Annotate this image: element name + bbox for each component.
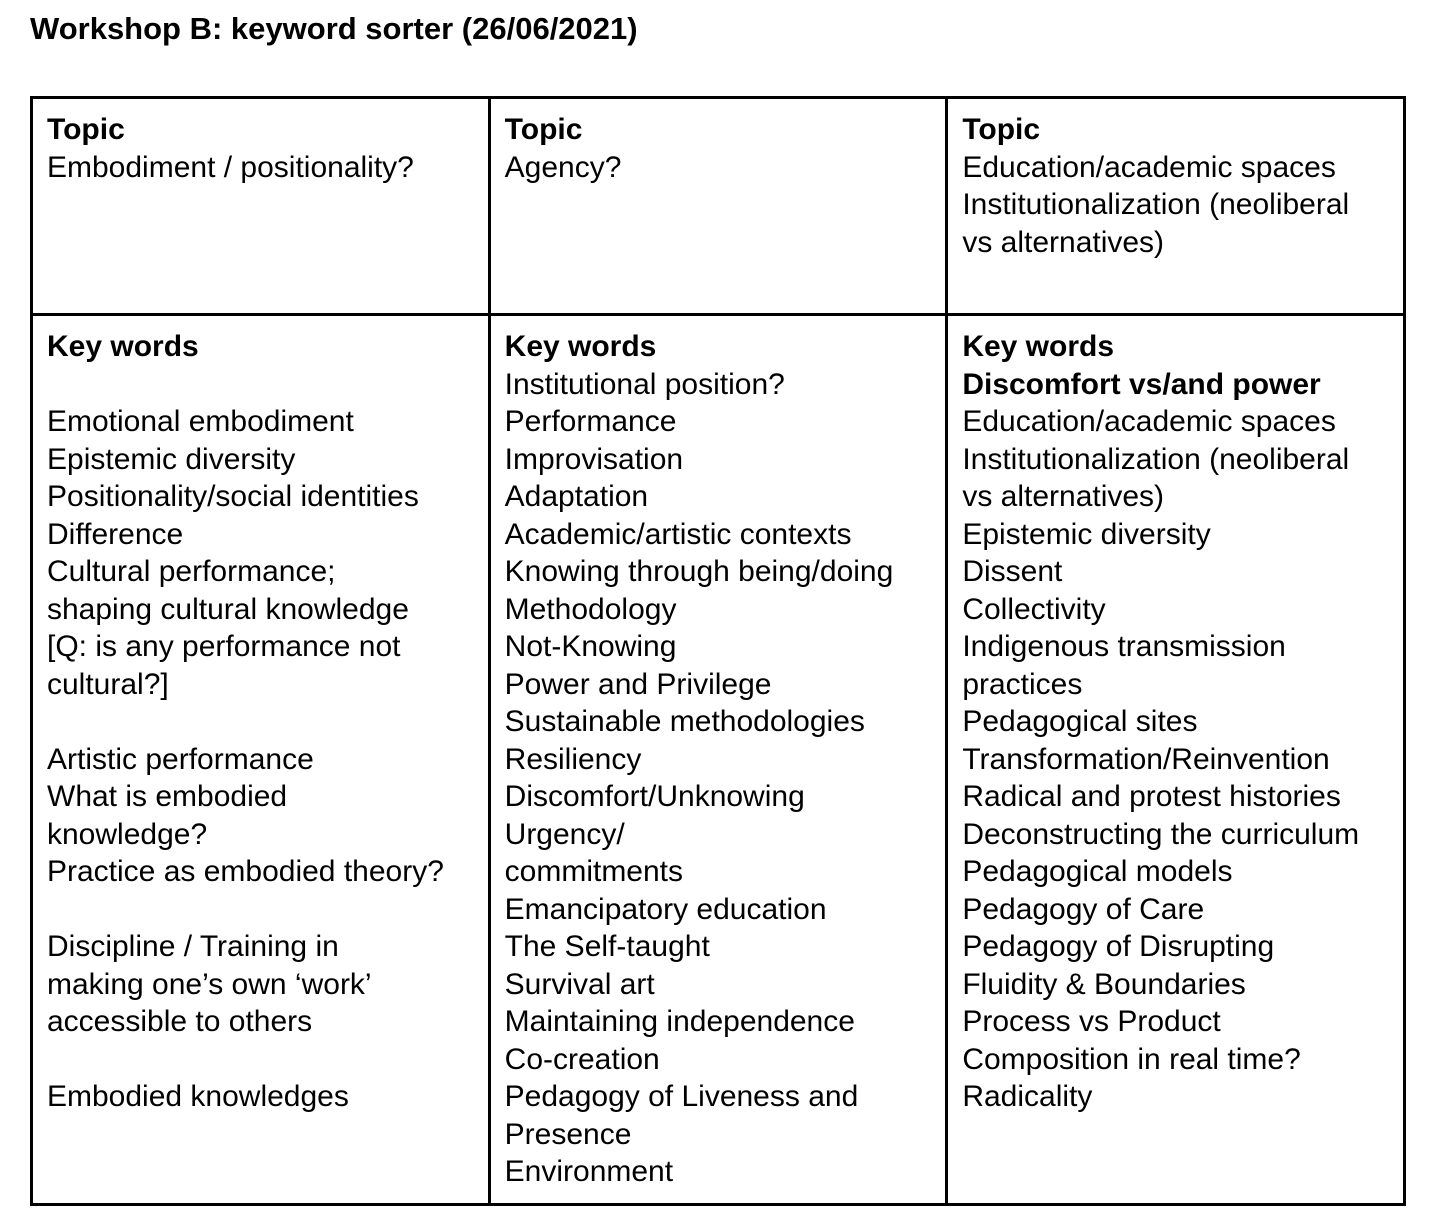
keywords-row: Key words Emotional embodiment Epistemic… — [30, 313, 1406, 1206]
topic-cell-education: Topic Education/academic spaces Institut… — [945, 96, 1406, 316]
keywords-label: Key words — [504, 330, 657, 363]
topic-text: Education/academic spaces Institutionali… — [962, 150, 1350, 259]
topic-text: Agency? — [504, 150, 622, 184]
topic-label: Topic — [47, 113, 125, 146]
keywords-cell-embodiment: Key words Emotional embodiment Epistemic… — [30, 313, 491, 1206]
keywords-cell-agency: Key words Institutional position? Perfor… — [487, 313, 949, 1206]
keywords-bold-subheader: Discomfort vs/and power — [962, 367, 1321, 401]
topic-label: Topic — [504, 113, 583, 146]
topic-text: Embodiment / positionality? — [47, 150, 414, 184]
keywords-cell-education: Key words Discomfort vs/and power Educat… — [945, 313, 1406, 1206]
keywords-text: Education/academic spaces Institutionali… — [962, 405, 1360, 1113]
page-title: Workshop B: keyword sorter (26/06/2021) — [30, 11, 638, 46]
keywords-label: Key words — [47, 330, 199, 363]
keyword-sorter-table: Topic Embodiment / positionality? Topic … — [30, 96, 1406, 1206]
topic-cell-agency: Topic Agency? — [487, 96, 949, 316]
topic-label: Topic — [962, 113, 1041, 146]
topic-cell-embodiment: Topic Embodiment / positionality? — [30, 96, 491, 316]
keywords-label: Key words — [962, 330, 1115, 363]
keywords-text: Institutional position? Performance Impr… — [504, 367, 894, 1189]
keywords-text: Emotional embodiment Epistemic diversity… — [47, 405, 444, 1113]
topic-row: Topic Embodiment / positionality? Topic … — [30, 96, 1406, 316]
